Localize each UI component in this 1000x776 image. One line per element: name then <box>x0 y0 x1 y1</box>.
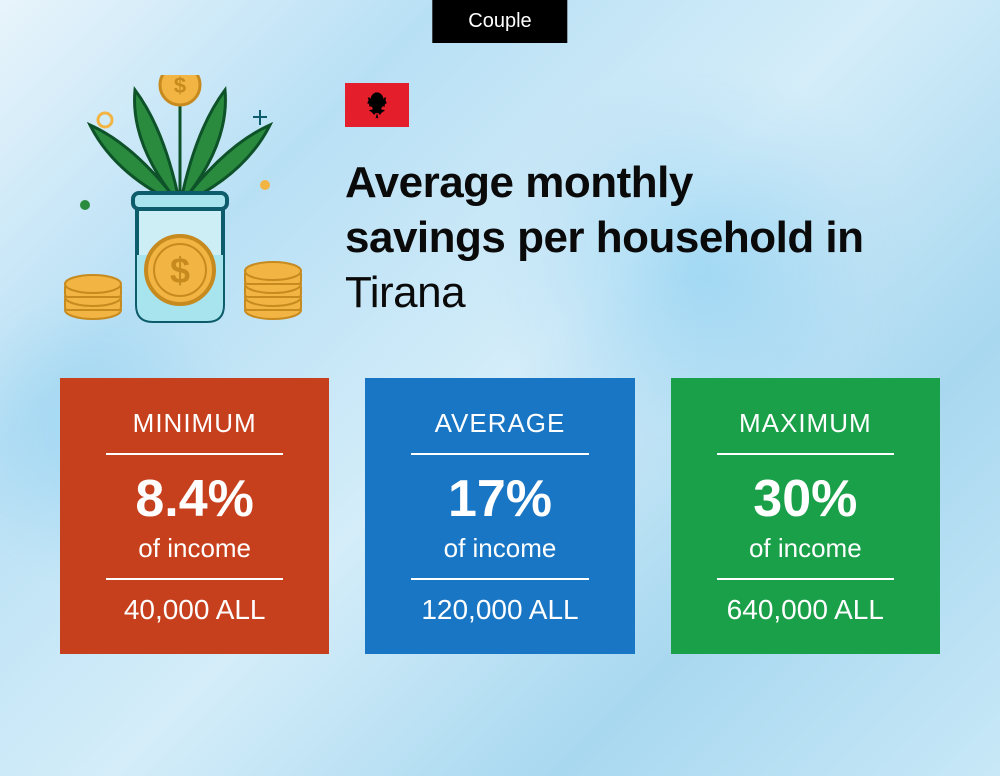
average-percent: 17% <box>389 469 610 529</box>
minimum-percent: 8.4% <box>84 469 305 529</box>
minimum-card: MINIMUM 8.4% of income 40,000 ALL <box>60 378 329 654</box>
minimum-label: MINIMUM <box>84 408 305 439</box>
minimum-sub: of income <box>84 533 305 564</box>
svg-text:$: $ <box>170 250 190 291</box>
divider <box>411 578 588 580</box>
svg-text:$: $ <box>174 75 186 98</box>
title-city: Tirana <box>345 265 940 320</box>
infographic-title: Average monthly savings per household in… <box>345 155 940 320</box>
maximum-sub: of income <box>695 533 916 564</box>
divider <box>717 578 894 580</box>
maximum-card: MAXIMUM 30% of income 640,000 ALL <box>671 378 940 654</box>
household-type-badge: Couple <box>432 0 567 43</box>
divider <box>411 453 588 455</box>
albania-flag-icon <box>345 83 409 127</box>
title-block: Average monthly savings per household in… <box>345 75 940 320</box>
divider <box>106 578 283 580</box>
title-line1: Average monthly <box>345 158 693 207</box>
title-line2: savings per household in <box>345 213 864 262</box>
average-amount: 120,000 ALL <box>389 594 610 626</box>
minimum-amount: 40,000 ALL <box>84 594 305 626</box>
header-region: $ $ <box>0 0 1000 330</box>
divider <box>717 453 894 455</box>
average-sub: of income <box>389 533 610 564</box>
maximum-percent: 30% <box>695 469 916 529</box>
stat-cards-row: MINIMUM 8.4% of income 40,000 ALL AVERAG… <box>0 330 1000 654</box>
maximum-label: MAXIMUM <box>695 408 916 439</box>
maximum-amount: 640,000 ALL <box>695 594 916 626</box>
average-card: AVERAGE 17% of income 120,000 ALL <box>365 378 634 654</box>
divider <box>106 453 283 455</box>
average-label: AVERAGE <box>389 408 610 439</box>
savings-illustration: $ $ <box>55 75 305 330</box>
